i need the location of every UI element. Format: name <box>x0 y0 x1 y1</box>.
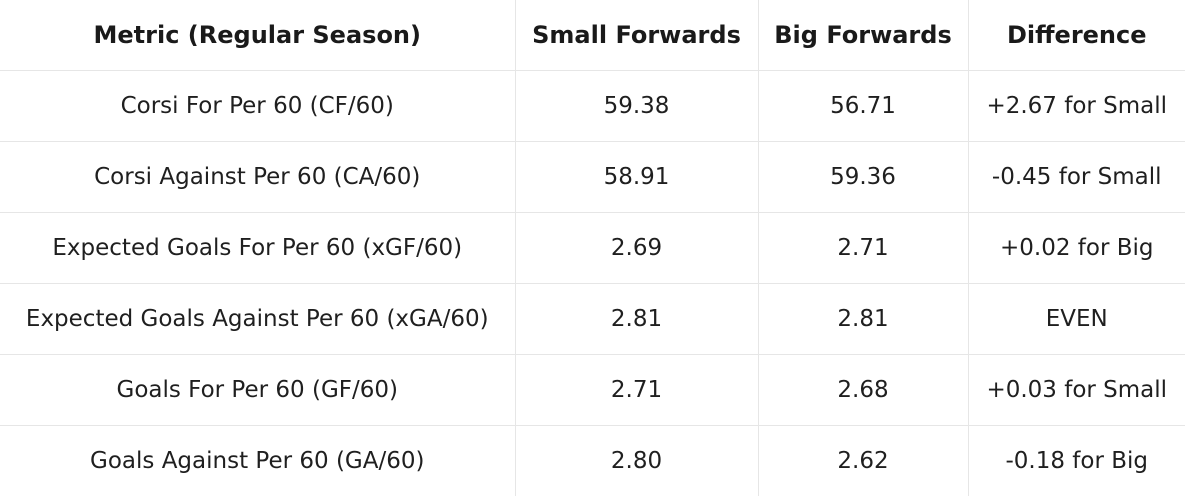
small-forwards-cell: 58.91 <box>515 141 759 213</box>
column-header-big-forwards: Big Forwards <box>758 0 969 71</box>
metric-cell: Corsi For Per 60 (CF/60) <box>0 70 516 142</box>
table-row: Expected Goals Against Per 60 (xGA/60) 2… <box>0 283 1185 355</box>
big-forwards-cell: 2.81 <box>758 283 969 355</box>
difference-cell: +2.67 for Small <box>968 70 1185 142</box>
small-forwards-cell: 2.69 <box>515 212 759 284</box>
metric-cell: Expected Goals For Per 60 (xGF/60) <box>0 212 516 284</box>
small-forwards-cell: 2.81 <box>515 283 759 355</box>
big-forwards-cell: 2.71 <box>758 212 969 284</box>
big-forwards-cell: 56.71 <box>758 70 969 142</box>
metric-cell: Corsi Against Per 60 (CA/60) <box>0 141 516 213</box>
column-header-difference: Difference <box>968 0 1185 71</box>
difference-cell: +0.02 for Big <box>968 212 1185 284</box>
table-row: Expected Goals For Per 60 (xGF/60) 2.69 … <box>0 212 1185 284</box>
small-forwards-cell: 2.71 <box>515 354 759 426</box>
header-row: Metric (Regular Season) Small Forwards B… <box>0 0 1185 71</box>
big-forwards-cell: 2.68 <box>758 354 969 426</box>
table-row: Corsi Against Per 60 (CA/60) 58.91 59.36… <box>0 141 1185 213</box>
difference-cell: -0.18 for Big <box>1005 448 1149 474</box>
table-row: Goals Against Per 60 (GA/60) 2.80 2.62 -… <box>0 425 1185 496</box>
difference-cell: EVEN <box>968 283 1185 355</box>
metric-cell: Expected Goals Against Per 60 (xGA/60) <box>0 283 516 355</box>
column-header-metric: Metric (Regular Season) <box>0 0 516 71</box>
difference-cell: +0.03 for Small <box>968 354 1185 426</box>
small-forwards-cell: 59.38 <box>515 70 759 142</box>
difference-cell: -0.45 for Small <box>968 141 1185 213</box>
big-forwards-cell: 2.62 <box>758 425 969 496</box>
metric-cell: Goals Against Per 60 (GA/60) <box>0 425 516 496</box>
column-header-small-forwards: Small Forwards <box>515 0 759 71</box>
metric-cell: Goals For Per 60 (GF/60) <box>0 354 516 426</box>
big-forwards-cell: 59.36 <box>758 141 969 213</box>
table-row: Corsi For Per 60 (CF/60) 59.38 56.71 +2.… <box>0 70 1185 142</box>
table-row: Goals For Per 60 (GF/60) 2.71 2.68 +0.03… <box>0 354 1185 426</box>
small-forwards-cell: 2.80 <box>515 425 759 496</box>
